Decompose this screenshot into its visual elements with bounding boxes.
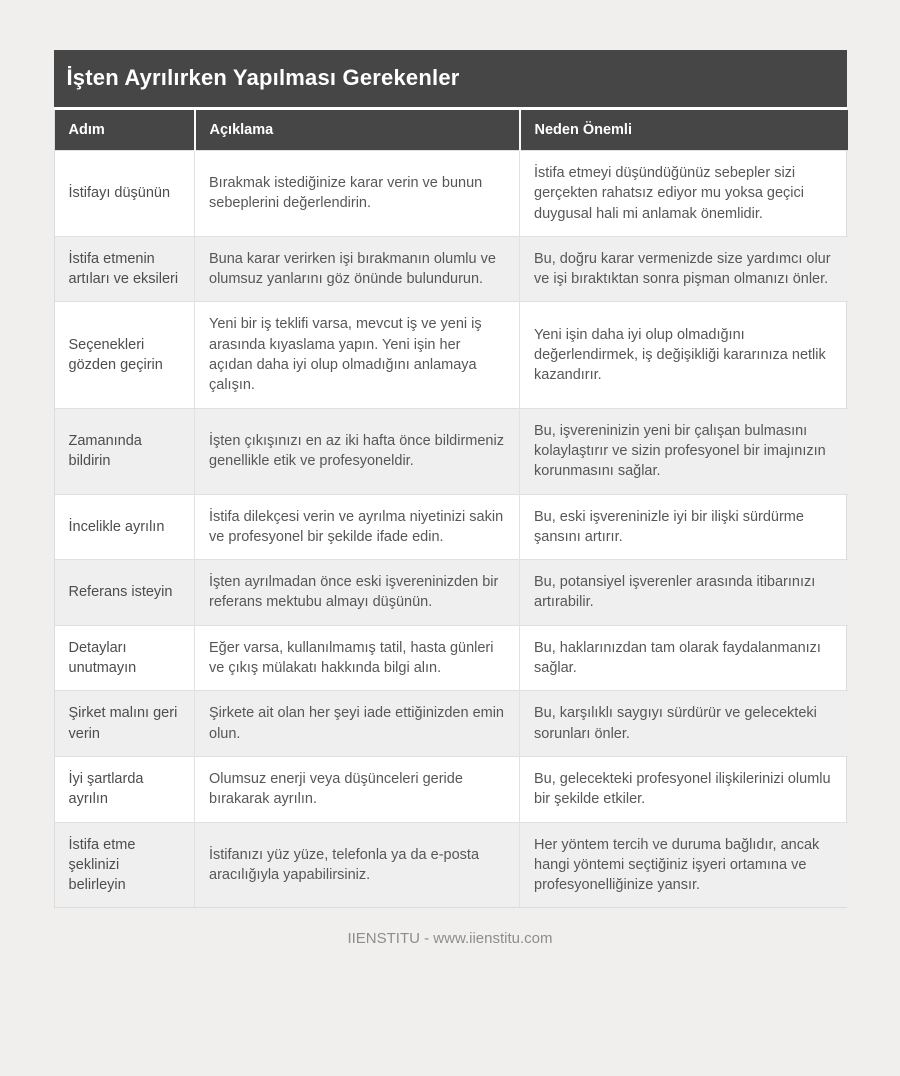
column-header-step: Adım (54, 110, 195, 151)
why-cell: İstifa etmeyi düşündüğünüz sebepler sizi… (519, 150, 848, 237)
why-cell: Bu, haklarınızdan tam olarak faydalanman… (519, 624, 848, 691)
step-cell: İstifayı düşünün (54, 150, 195, 237)
page-title: İşten Ayrılırken Yapılması Gerekenler (53, 50, 847, 110)
why-cell: Her yöntem tercih ve duruma bağlıdır, an… (519, 821, 848, 908)
table-row: İstifayı düşünün Bırakmak istediğinize k… (54, 150, 848, 237)
table-row: Referans isteyin İşten ayrılmadan önce e… (54, 559, 848, 626)
resignation-steps-card: İşten Ayrılırken Yapılması Gerekenler Ad… (53, 50, 848, 909)
column-header-why: Neden Önemli (518, 110, 848, 151)
description-cell: Buna karar verirken işi bırakmanın oluml… (194, 235, 520, 302)
table-row: İstifa etme şeklinizi belirleyin İstifan… (54, 821, 848, 908)
description-cell: İstifanızı yüz yüze, telefonla ya da e-p… (194, 821, 520, 908)
description-cell: Yeni bir iş teklifi varsa, mevcut iş ve … (194, 301, 520, 409)
step-cell: İyi şartlarda ayrılın (54, 755, 195, 823)
steps-table: Adım Açıklama Neden Önemli İstifayı düşü… (54, 110, 848, 908)
description-cell: İşten çıkışınızı en az iki hafta önce bi… (194, 407, 520, 495)
step-cell: İncelikle ayrılın (54, 493, 195, 560)
description-cell: İşten ayrılmadan önce eski işvereninizde… (194, 559, 520, 626)
column-header-description: Açıklama (193, 110, 520, 151)
why-cell: Yeni işin daha iyi olup olmadığını değer… (519, 301, 848, 409)
why-cell: Bu, işvereninizin yeni bir çalışan bulma… (519, 407, 848, 495)
step-cell: İstifa etme şeklinizi belirleyin (54, 821, 195, 908)
why-cell: Bu, gelecekteki profesyonel ilişkilerini… (519, 755, 848, 823)
steps-table-frame: Adım Açıklama Neden Önemli İstifayı düşü… (53, 110, 848, 909)
table-row: Detayları unutmayın Eğer varsa, kullanıl… (54, 624, 848, 691)
table-header: Adım Açıklama Neden Önemli (54, 110, 848, 151)
table-row: Zamanında bildirin İşten çıkışınızı en a… (54, 407, 848, 495)
table-row: İstifa etmenin artıları ve eksileri Buna… (54, 235, 848, 302)
table-row: İyi şartlarda ayrılın Olumsuz enerji vey… (54, 755, 848, 823)
table-row: Seçenekleri gözden geçirin Yeni bir iş t… (54, 301, 848, 409)
description-cell: Eğer varsa, kullanılmamış tatil, hasta g… (194, 624, 520, 691)
footer-attribution: IIENSTITU - www.iienstitu.com (347, 930, 553, 948)
table-row: Şirket malını geri verin Şirkete ait ola… (54, 690, 848, 757)
step-cell: Zamanında bildirin (54, 407, 195, 495)
description-cell: Olumsuz enerji veya düşünceleri geride b… (194, 755, 520, 823)
step-cell: Seçenekleri gözden geçirin (54, 301, 195, 409)
why-cell: Bu, karşılıklı saygıyı sürdürür ve gelec… (519, 690, 848, 757)
step-cell: Referans isteyin (54, 559, 195, 626)
table-row: İncelikle ayrılın İstifa dilekçesi verin… (54, 493, 848, 560)
why-cell: Bu, eski işvereninizle iyi bir ilişki sü… (519, 493, 848, 560)
table-body: İstifayı düşünün Bırakmak istediğinize k… (54, 150, 848, 908)
why-cell: Bu, potansiyel işverenler arasında itiba… (519, 559, 848, 626)
step-cell: Detayları unutmayın (54, 624, 195, 691)
why-cell: Bu, doğru karar vermenizde size yardımcı… (519, 235, 848, 302)
description-cell: Şirkete ait olan her şeyi iade ettiğiniz… (194, 690, 520, 757)
step-cell: İstifa etmenin artıları ve eksileri (54, 235, 195, 302)
step-cell: Şirket malını geri verin (54, 690, 195, 757)
description-cell: İstifa dilekçesi verin ve ayrılma niyeti… (194, 493, 520, 560)
header-row: Adım Açıklama Neden Önemli (54, 110, 848, 151)
description-cell: Bırakmak istediğinize karar verin ve bun… (194, 150, 520, 237)
